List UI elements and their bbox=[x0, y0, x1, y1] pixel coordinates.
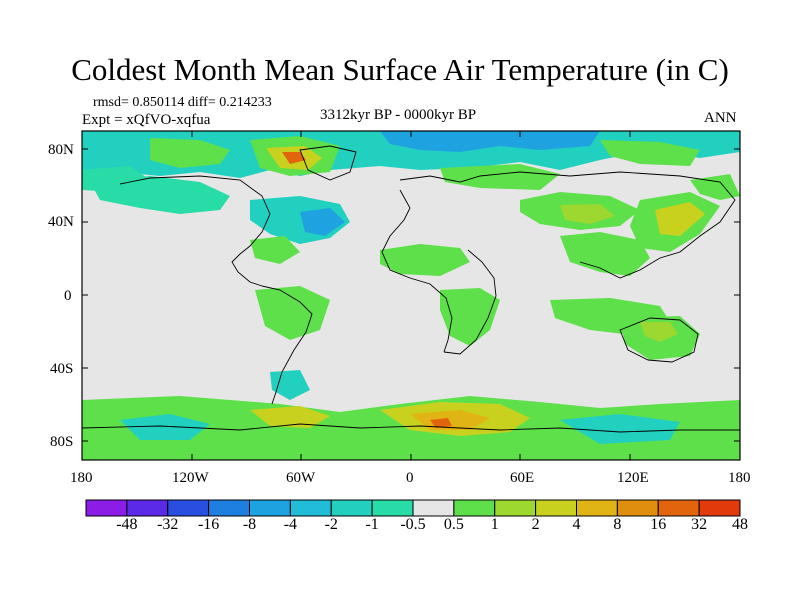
anomaly-region bbox=[640, 322, 678, 342]
colorbar-swatch bbox=[535, 499, 577, 517]
y-tick-label: 0 bbox=[64, 288, 72, 304]
coastlines bbox=[82, 145, 740, 433]
colorbar-swatch bbox=[208, 499, 250, 517]
colorbar-label: -48 bbox=[116, 516, 138, 533]
colorbar-swatch bbox=[371, 499, 414, 517]
x-tick-label: 180 bbox=[728, 470, 751, 486]
period-label: 3312kyr BP - 0000kyr BP bbox=[320, 107, 477, 123]
x-tick-label: 120W bbox=[172, 470, 209, 486]
colorbar-label: 32 bbox=[691, 516, 708, 533]
colorbar-swatch bbox=[698, 499, 741, 517]
x-tick-label: 60E bbox=[510, 470, 535, 486]
anomaly-region bbox=[300, 208, 345, 236]
colorbar-label: -16 bbox=[197, 516, 220, 533]
x-tick-label: 180 bbox=[70, 470, 93, 486]
colorbar-label: -0.5 bbox=[400, 516, 426, 533]
x-tick-label: 60W bbox=[286, 470, 316, 486]
stats-line: rmsd= 0.850114 diff= 0.214233 bbox=[93, 95, 272, 110]
experiment-label: Expt = xQfVO-xqfua bbox=[82, 112, 211, 128]
axis-ticks bbox=[81, 131, 741, 460]
anomaly-region bbox=[250, 236, 300, 264]
anomaly-region bbox=[380, 244, 470, 276]
colorbar-label: 8 bbox=[613, 516, 622, 533]
colorbar-label: -32 bbox=[157, 516, 179, 533]
colorbar-label: 1 bbox=[490, 516, 499, 533]
colorbar-swatch bbox=[249, 499, 291, 517]
colorbar-swatch bbox=[167, 499, 210, 517]
colorbar-swatch bbox=[330, 499, 373, 517]
colorbar-label: -1 bbox=[365, 516, 379, 533]
colorbar-swatch bbox=[657, 499, 700, 517]
colorbar-label: -4 bbox=[283, 516, 298, 533]
colorbar-swatch bbox=[85, 499, 128, 517]
colorbar-label: -2 bbox=[324, 516, 338, 533]
anomaly-region bbox=[655, 202, 705, 236]
anomaly-region bbox=[120, 414, 210, 440]
anomaly-region bbox=[410, 410, 490, 430]
colorbar-swatch bbox=[412, 499, 455, 517]
map-field bbox=[82, 131, 740, 460]
colorbar-swatch bbox=[616, 499, 659, 517]
anomaly-region bbox=[440, 288, 500, 346]
colorbar-label: 16 bbox=[650, 516, 667, 533]
y-tick-label: 40N bbox=[48, 214, 74, 230]
anomaly-region bbox=[560, 204, 615, 224]
colorbar-label: 2 bbox=[531, 516, 540, 533]
season-label: ANN bbox=[704, 110, 737, 126]
y-tick-label: 40S bbox=[50, 361, 74, 377]
colorbar bbox=[85, 499, 741, 517]
anomaly-region bbox=[560, 232, 650, 276]
y-tick-label: 80S bbox=[50, 434, 74, 450]
anomaly-region bbox=[690, 174, 740, 200]
colorbar-swatch bbox=[126, 499, 169, 517]
colorbar-label: -8 bbox=[242, 516, 257, 533]
anomaly-region bbox=[440, 164, 560, 190]
anomaly-region bbox=[680, 426, 740, 452]
anomaly-region bbox=[282, 152, 306, 164]
x-tick-label: 0 bbox=[406, 470, 414, 486]
anomaly-region bbox=[380, 131, 600, 152]
colorbar-swatch bbox=[453, 499, 496, 517]
plot-title: Coldest Month Mean Surface Air Temperatu… bbox=[71, 52, 729, 87]
anomaly-region bbox=[255, 286, 330, 340]
anomaly-region bbox=[150, 138, 230, 168]
anomaly-region bbox=[430, 418, 452, 428]
colorbar-label: 4 bbox=[572, 516, 581, 533]
anomaly-region bbox=[90, 176, 230, 214]
x-tick-label: 120E bbox=[617, 470, 649, 486]
colorbar-swatch bbox=[494, 499, 537, 517]
colorbar-swatch bbox=[576, 499, 618, 517]
anomaly-region bbox=[250, 406, 330, 428]
anomaly-region bbox=[600, 140, 700, 166]
anomaly-region bbox=[560, 414, 680, 444]
colorbar-swatch bbox=[289, 499, 332, 517]
y-tick-label: 80N bbox=[48, 142, 74, 158]
colorbar-label: 0.5 bbox=[443, 516, 464, 533]
colorbar-label: 48 bbox=[732, 516, 748, 533]
